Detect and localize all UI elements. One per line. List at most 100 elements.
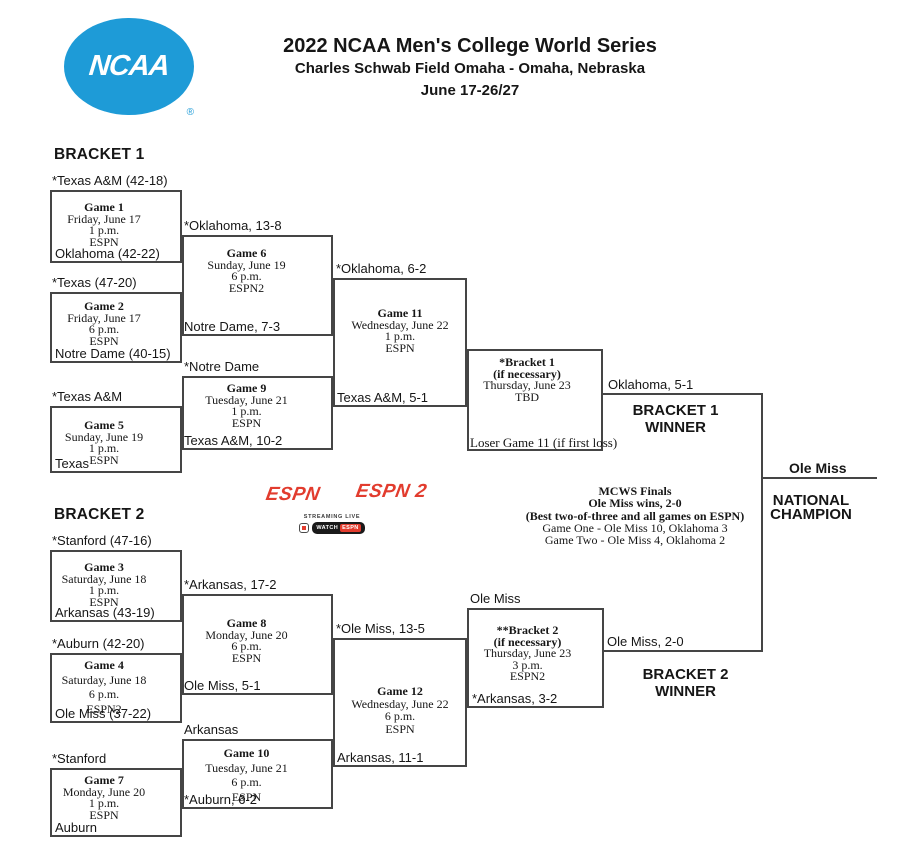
game-network: ESPN: [89, 333, 119, 348]
registered-trademark-icon: ®: [186, 107, 194, 118]
game11-info: Game 11 Wednesday, June 22 1 p.m. ESPN: [333, 307, 467, 355]
game12-box: [333, 638, 467, 767]
game-date: Sunday, June 19: [64, 429, 144, 444]
espn-logo: ESPN: [264, 484, 322, 505]
game3-top-team-label: *Stanford (47-16): [52, 533, 152, 548]
game10-info: Game 10 Tuesday, June 21 6 p.m. ESPN: [171, 746, 322, 804]
game-name: Game 1: [84, 200, 124, 214]
game-name: Game 12: [377, 684, 423, 698]
game-time: 3 p.m.: [512, 657, 543, 672]
mcws-game-one-result: Game One - Ole Miss 10, Oklahoma 3: [542, 520, 728, 535]
watch-label: WATCH: [316, 525, 339, 531]
game6-info: Game 6 Sunday, June 19 6 p.m. ESPN2: [171, 246, 322, 294]
game-note: (if necessary): [493, 634, 562, 649]
bracket2-final-box: [467, 608, 604, 708]
game-time: 1 p.m.: [88, 223, 120, 237]
mcws-finals-result: Ole Miss wins, 2-0: [588, 496, 682, 511]
game4-box: [50, 653, 182, 723]
game-date: Sunday, June 19: [207, 257, 286, 272]
game-name: Game 8: [226, 616, 267, 630]
game-time: TBD: [515, 389, 539, 404]
game-date: Tuesday, June 21: [205, 760, 288, 775]
game6-box: [182, 235, 333, 336]
bracket2-winner-team-label: Ole Miss, 2-0: [607, 634, 684, 649]
game2-info: Game 2 Friday, June 17 6 p.m. ESPN: [38, 299, 170, 348]
bracket2-final-info: **Bracket 2 (if necessary) Thursday, Jun…: [459, 624, 596, 683]
game-name: Game 7: [84, 773, 124, 787]
game3-box: [50, 550, 182, 622]
game3-bottom-team-label: Arkansas (43-19): [55, 605, 155, 620]
game-network: ESPN: [89, 234, 119, 249]
game-date: Friday, June 17: [67, 310, 141, 325]
grand-final-right-line: [761, 393, 763, 652]
game8-top-team-label: *Arkansas, 17-2: [184, 577, 277, 592]
game9-top-team-label: *Notre Dame: [184, 359, 260, 374]
game-time: 1 p.m.: [88, 441, 120, 455]
game-time: 6 p.m.: [231, 639, 262, 653]
bracket1-winner-line2: WINNER: [645, 419, 706, 436]
bracket1-final-box: [467, 349, 603, 451]
game-date: Monday, June 20: [205, 627, 288, 642]
game3-info: Game 3 Saturday, June 18 1 p.m. ESPN: [38, 560, 170, 609]
game-network: ESPN: [89, 452, 119, 467]
game-name: Game 6: [226, 246, 267, 260]
game-network: ESPN: [231, 650, 262, 665]
game11-top-team-label: *Oklahoma, 6-2: [336, 261, 427, 276]
game10-top-team-label: Arkansas: [184, 722, 239, 737]
game-time: 6 p.m.: [88, 322, 120, 336]
game-date: Tuesday, June 21: [205, 392, 288, 407]
game-date: Friday, June 17: [67, 211, 141, 226]
bracket2-winner-line1: BRACKET 2: [642, 666, 729, 683]
streaming-live-label: STREAMING LIVE: [303, 514, 361, 520]
game2-top-team-label: *Texas (47-20): [52, 275, 137, 290]
game-date: Thursday, June 23: [483, 378, 571, 392]
game-network: ESPN2: [86, 701, 122, 716]
game-name: Game 2: [84, 299, 124, 313]
game-time: 1 p.m.: [88, 583, 120, 597]
bracket1-final-info: *Bracket 1 (if necessary) Thursday, June…: [459, 356, 595, 404]
game8-info: Game 8 Monday, June 20 6 p.m. ESPN: [171, 616, 322, 665]
game6-bottom-team-label: Notre Dame, 7-3: [184, 319, 281, 334]
game-date: Saturday, June 18: [61, 672, 147, 687]
national-champion-line1: NATIONAL: [772, 492, 850, 509]
bracket1-header: BRACKET 1: [54, 146, 145, 163]
game12-top-team-label: *Ole Miss, 13-5: [336, 621, 425, 636]
game-date: Wednesday, June 22: [351, 696, 449, 711]
game-network: ESPN: [231, 789, 262, 804]
grand-final-bottom-line: [603, 650, 763, 652]
game8-bottom-team-label: Ole Miss, 5-1: [184, 678, 261, 693]
mcws-finals-format: (Best two-of-three and all games on ESPN…: [525, 508, 745, 523]
bracket2-header: BRACKET 2: [54, 506, 145, 523]
game-network: ESPN: [89, 594, 119, 609]
page-title: 2022 NCAA Men's College World Series: [283, 35, 657, 57]
game1-info: Game 1 Friday, June 17 1 p.m. ESPN: [38, 200, 170, 249]
game-time: 1 p.m.: [384, 329, 416, 343]
game-name: Game 5: [84, 418, 124, 432]
game-name: Game 3: [84, 560, 124, 574]
game-time: 6 p.m.: [231, 269, 262, 283]
game1-box: [50, 190, 182, 263]
game4-info: Game 4 Saturday, June 18 6 p.m. ESPN2: [38, 658, 170, 716]
game-note: (if necessary): [493, 366, 561, 381]
bracket1-winner-line1: BRACKET 1: [632, 402, 719, 419]
champion-team-label: Ole Miss: [789, 460, 847, 476]
watch-espn-row: WATCH ESPN: [293, 522, 371, 534]
national-champion-line2: CHAMPION: [770, 506, 852, 523]
game-network: ESPN: [385, 340, 415, 355]
watch-espn-icon: [299, 523, 310, 533]
game5-box: [50, 406, 182, 473]
game-name: Game 10: [223, 746, 270, 760]
watch-espn-label: ESPN: [340, 524, 361, 532]
game-date: Wednesday, June 22: [351, 317, 449, 332]
mcws-game-two-result: Game Two - Ole Miss 4, Oklahoma 2: [544, 533, 726, 548]
game7-bottom-team-label: Auburn: [55, 820, 97, 835]
game5-info: Game 5 Sunday, June 19 1 p.m. ESPN: [38, 418, 170, 467]
bracket1-winner-header: BRACKET 1 WINNER: [603, 402, 748, 436]
game9-info: Game 9 Tuesday, June 21 1 p.m. ESPN: [171, 382, 322, 429]
bracket1-winner-team-label: Oklahoma, 5-1: [608, 377, 694, 392]
game-name: Game 4: [84, 658, 124, 672]
game7-info: Game 7 Monday, June 20 1 p.m. ESPN: [38, 773, 170, 821]
game1-bottom-team-label: Oklahoma (42-22): [55, 246, 160, 261]
game-time: 1 p.m.: [231, 404, 262, 418]
